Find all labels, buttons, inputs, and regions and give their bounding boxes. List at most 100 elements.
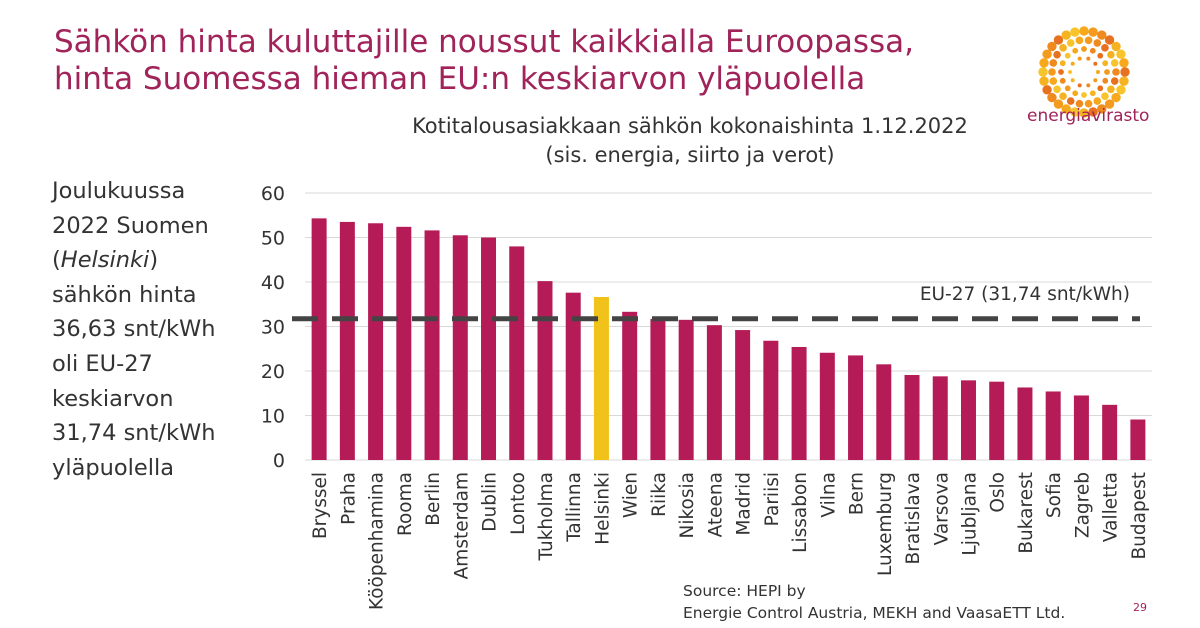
logo-dot [1079,108,1089,118]
logo-dot [1086,56,1091,61]
logo-dot [1049,77,1058,85]
bar [1130,419,1146,460]
x-tick-label: Sofia [1044,472,1065,518]
summary-line: 2022 Suomen [52,212,209,239]
logo-dot [1093,61,1098,66]
logo-dot [1061,104,1071,114]
logo-dot [1053,85,1061,94]
logo-dot [1047,92,1057,103]
bar [1102,404,1118,460]
logo-dot [1102,77,1109,84]
logo-dot [1070,27,1080,37]
logo-dot [1089,90,1096,97]
logo-dot [1039,76,1049,86]
logo-dot [1081,46,1087,52]
summary-line: sähkön hinta [52,281,197,308]
y-tick-label: 20 [261,361,285,383]
logo-dot [1042,85,1052,95]
logo-dot [1072,90,1079,97]
bar [876,364,892,460]
bar [706,325,722,460]
logo-dot [1053,99,1064,109]
logo-dot [1084,99,1093,108]
bar [565,292,581,460]
bar [396,226,412,460]
bar [819,352,835,460]
x-tick-label: Tukholma [536,472,557,561]
summary-paren-close: ) [149,247,159,274]
logo-dot [1104,99,1115,109]
x-tick-label: Riika [649,472,670,517]
logo-dot [1059,92,1067,100]
logo-dot [1097,85,1104,92]
logo-dot [1093,97,1102,105]
bar [339,221,355,460]
logo-dot [1077,56,1082,61]
x-tick-label: Amsterdam [451,472,472,579]
x-tick-label: Oslo [988,472,1009,513]
summary-line: oli EU-27 [52,350,153,377]
logo-dot [1093,39,1102,47]
x-tick-label: Rooma [395,472,416,536]
bar [763,340,779,460]
logo-dot [1075,36,1084,45]
bar [368,223,384,460]
x-tick-label: Dublin [480,472,501,532]
logo-dot [1059,60,1066,67]
logo-dot [1096,70,1100,74]
eu-average-label: EU-27 (31,74 snt/kWh) [920,284,1130,305]
x-tick-label: Vilna [818,472,839,518]
y-tick-label: 0 [273,450,285,472]
logo-dot [1107,85,1115,94]
logo-dot [1119,58,1129,68]
x-tick-label: Praha [338,472,359,525]
logo-dot [1049,59,1058,67]
bar [509,246,525,460]
chart-title-block: Kotitalousasiakkaan sähkön kokonaishinta… [360,112,1020,170]
summary-line: keskiarvon [52,385,174,412]
logo-dot [1038,67,1048,77]
logo-dot [1068,70,1072,74]
logo-dot [1119,76,1129,86]
logo-dot [1101,92,1109,100]
logo-dot [1104,69,1110,75]
chart-subtitle: (sis. energia, siirto ja verot) [545,143,835,167]
source-line-2: Energie Control Austria, MEKH and VaasaE… [683,604,1066,622]
logo-dot [1059,77,1066,84]
y-tick-label: 50 [261,228,285,250]
page-title: Sähkön hinta kuluttajille noussut kaikki… [54,24,954,98]
x-tick-label: Lissabon [790,472,811,553]
logo-dot [1066,97,1075,105]
bar [932,376,948,460]
logo-dot [1039,58,1049,68]
logo-dot [1089,47,1096,54]
bar [311,218,327,460]
logo-dot [1053,50,1061,59]
bar [1073,395,1089,460]
bar [848,355,864,460]
bar [424,230,440,460]
x-tick-label: Kööpenhamina [367,472,388,610]
logo-dot [1097,104,1107,114]
bar [537,281,553,460]
x-tick-label: Bukarest [1016,472,1037,554]
logo-dot [1066,39,1075,47]
logo-dot [1077,83,1082,88]
summary-text: Joulukuussa 2022 Suomen (Helsinki) sähkö… [52,174,252,485]
x-tick-label: Bratislava [903,472,924,564]
source-note: Source: HEPI by Energie Control Austria,… [683,580,1065,624]
logo-dot [1086,83,1091,88]
logo-dot [1042,49,1052,59]
summary-city: Helsinki [60,247,150,274]
x-tick-label: Zagreb [1072,472,1093,538]
logo-dot [1110,77,1119,85]
x-tick-label: Valletta [1101,472,1122,542]
logo-dot [1070,61,1075,66]
bar [904,375,920,460]
x-tick-label: Berlin [423,472,444,526]
bar [678,319,694,460]
logo-dot [1070,78,1075,83]
bar [735,330,751,460]
bar [960,380,976,460]
